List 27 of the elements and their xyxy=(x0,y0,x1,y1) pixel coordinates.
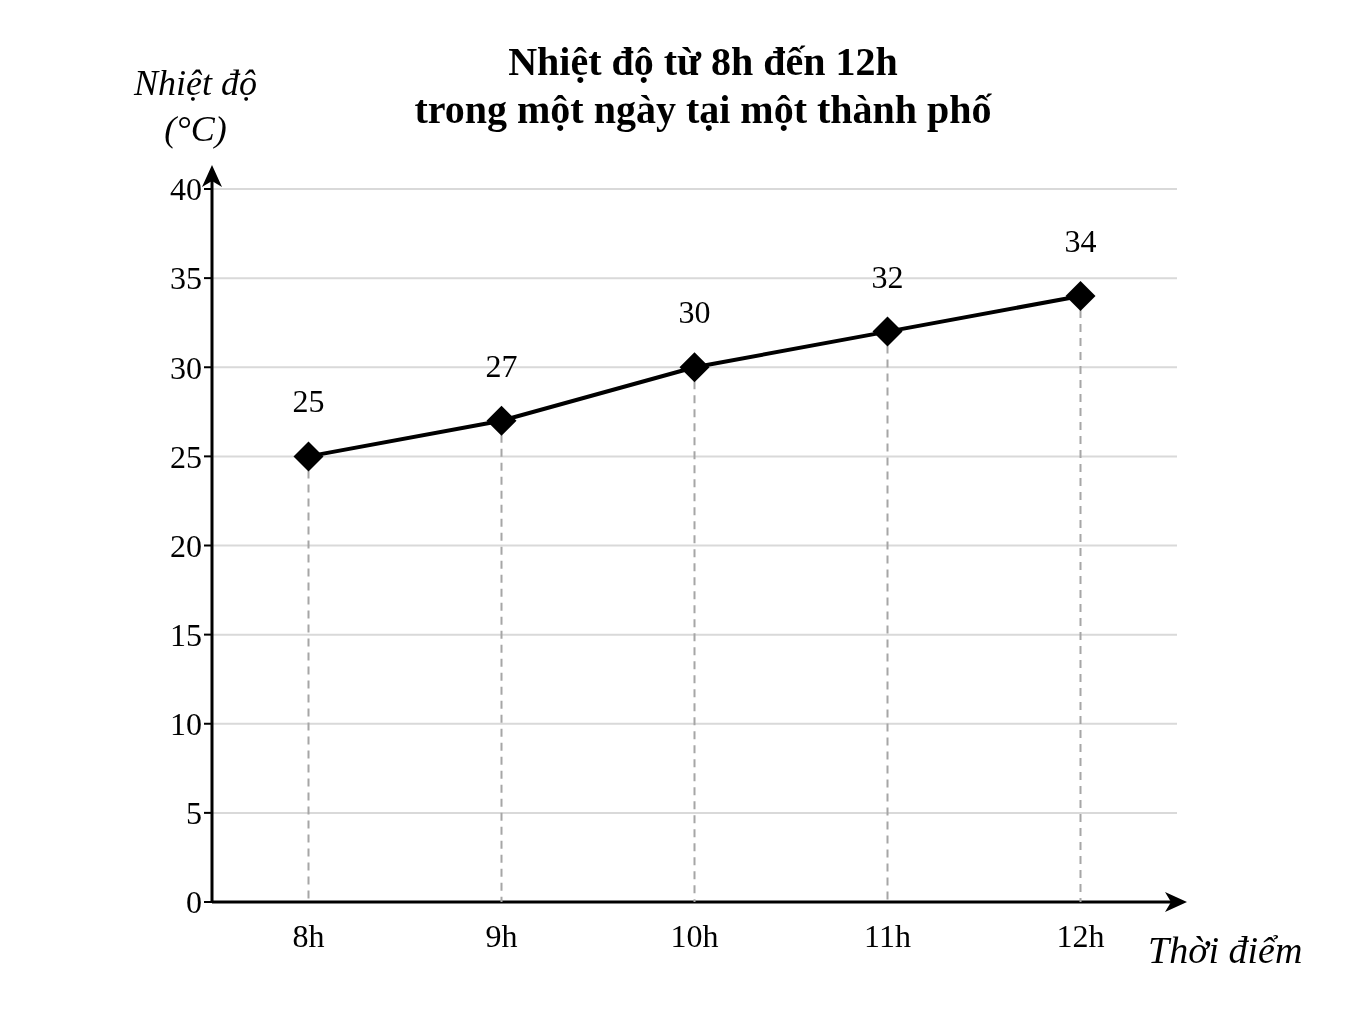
y-tick-label: 40 xyxy=(170,171,202,208)
chart-title: Nhiệt độ từ 8h đến 12h trong một ngày tại một thành phố xyxy=(413,38,993,134)
x-tick-label: 12h xyxy=(1056,917,1105,954)
x-tick-label: 11h xyxy=(864,917,911,954)
point xyxy=(293,441,324,472)
data-label: 27 xyxy=(485,347,518,384)
x-tick-label: 10h xyxy=(670,917,719,954)
y-axis-title: Nhiệt độ (°C) xyxy=(132,62,258,151)
x-axis-title: Thời điểm xyxy=(1148,928,1303,972)
y-tick-label: 20 xyxy=(170,527,202,564)
y-tick-label: 30 xyxy=(170,349,202,386)
data-label: 32 xyxy=(871,258,904,295)
y-tick-label: 5 xyxy=(186,795,202,832)
data-label: 25 xyxy=(292,383,325,420)
y-tick-label: 15 xyxy=(170,616,202,653)
x-tick-label: 9h xyxy=(485,917,518,954)
y-tick-label: 35 xyxy=(170,260,202,297)
data-label: 34 xyxy=(1064,222,1097,259)
data-label: 30 xyxy=(678,294,711,331)
point xyxy=(1065,280,1096,311)
point xyxy=(486,405,517,436)
y-tick-label: 25 xyxy=(170,438,202,475)
x-tick-label: 8h xyxy=(292,917,325,954)
y-tick-label: 0 xyxy=(186,884,202,921)
y-tick-label: 10 xyxy=(170,706,202,743)
point xyxy=(679,352,710,383)
point xyxy=(872,316,903,347)
